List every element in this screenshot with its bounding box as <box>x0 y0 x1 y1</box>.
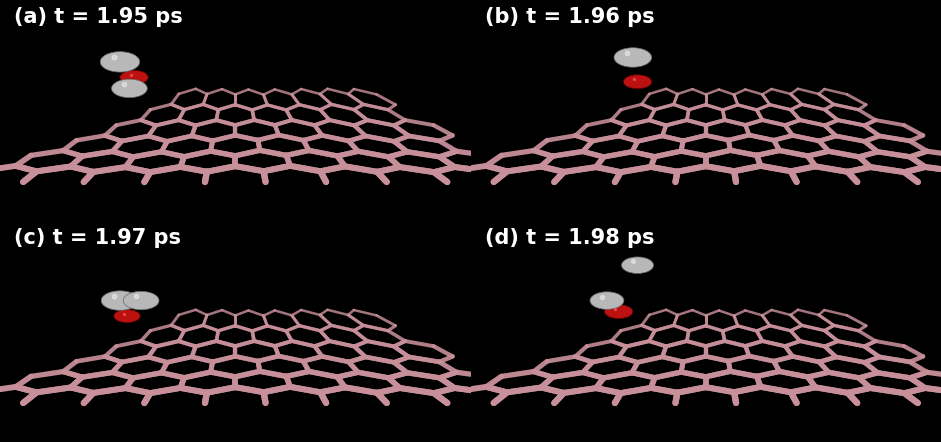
Ellipse shape <box>120 70 149 84</box>
Text: (a) t = 1.95 ps: (a) t = 1.95 ps <box>14 7 183 27</box>
Ellipse shape <box>614 48 651 67</box>
Ellipse shape <box>114 309 140 323</box>
Text: (b) t = 1.96 ps: (b) t = 1.96 ps <box>485 7 654 27</box>
Text: (d) t = 1.98 ps: (d) t = 1.98 ps <box>485 228 654 248</box>
Ellipse shape <box>112 79 147 98</box>
Text: (c) t = 1.97 ps: (c) t = 1.97 ps <box>14 228 181 248</box>
Ellipse shape <box>590 292 624 309</box>
Ellipse shape <box>123 291 159 310</box>
Ellipse shape <box>102 291 139 310</box>
Ellipse shape <box>623 75 651 89</box>
Ellipse shape <box>604 305 632 319</box>
Ellipse shape <box>100 52 140 72</box>
Ellipse shape <box>622 257 653 274</box>
